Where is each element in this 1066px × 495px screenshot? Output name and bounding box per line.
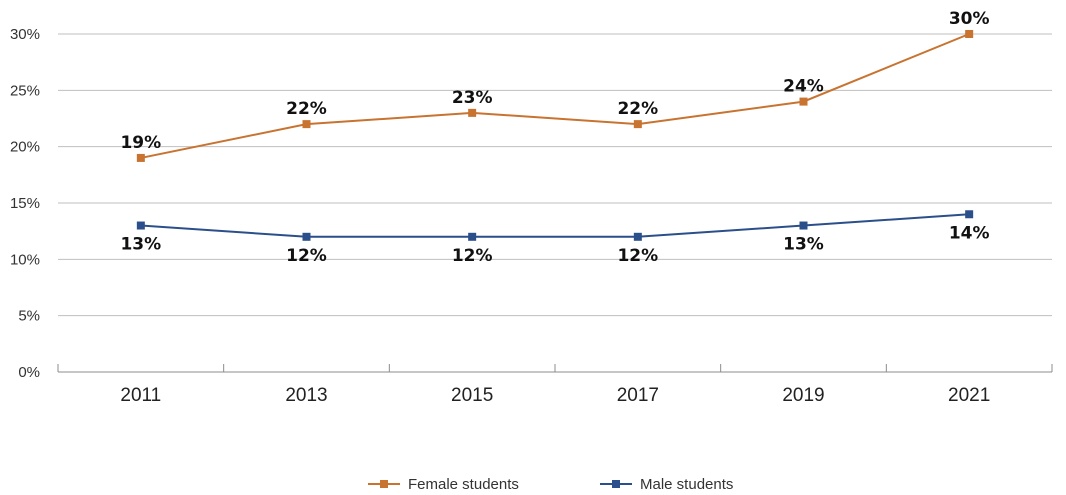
x-tick-label: 2013 [285,385,327,406]
legend-item: Male students [600,476,733,493]
data-label: 24% [783,77,824,97]
data-point [136,153,145,162]
x-tick-label: 2015 [451,385,493,406]
gridlines [58,33,1052,317]
legend-marker [612,480,620,488]
data-point [799,97,808,106]
series-layer [136,30,974,241]
data-point [965,210,974,219]
x-tick-label: 2021 [948,385,990,406]
data-label: 12% [452,246,493,266]
y-tick-label: 5% [18,308,40,325]
legend-label: Female students [408,476,519,493]
series-line-female [140,33,970,159]
data-point [799,221,808,230]
y-tick-label: 25% [10,82,40,99]
data-point [468,108,477,117]
data-label: 22% [286,99,327,119]
legend-label: Male students [640,476,733,493]
x-tick-label: 2019 [782,385,824,406]
data-label: 30% [949,9,990,29]
data-label: 12% [617,246,658,266]
series-line-male [140,213,970,238]
data-label: 14% [949,223,990,243]
data-label: 13% [120,235,161,255]
data-point [302,232,311,241]
data-labels: 19% 22% 23% 22% 24% 30% 13% 12% 12% 12% 13% 14% [120,9,989,266]
data-label: 12% [286,246,327,266]
data-label: 22% [617,99,658,119]
legend: Female students Male students [368,476,733,493]
x-tick-label: 2017 [617,385,659,406]
data-point [965,30,974,38]
y-tick-label: 30% [10,26,40,43]
data-label: 23% [452,88,493,108]
data-label: 13% [783,235,824,255]
data-label: 19% [120,133,161,153]
y-tick-label: 10% [10,251,40,268]
legend-marker [380,480,388,488]
y-axis: 0% 5% 10% 15% 20% 25% 30% [10,26,40,381]
data-point [633,232,642,241]
x-tick-label: 2011 [120,385,161,406]
data-point [633,120,642,129]
y-tick-label: 0% [18,364,40,381]
legend-item: Female students [368,476,519,493]
data-point [136,221,145,230]
y-tick-label: 15% [10,195,40,212]
data-point [302,120,311,129]
x-axis: 2011 2013 2015 2017 2019 2021 [57,364,1053,406]
y-tick-label: 20% [10,139,40,156]
data-point [468,232,477,241]
